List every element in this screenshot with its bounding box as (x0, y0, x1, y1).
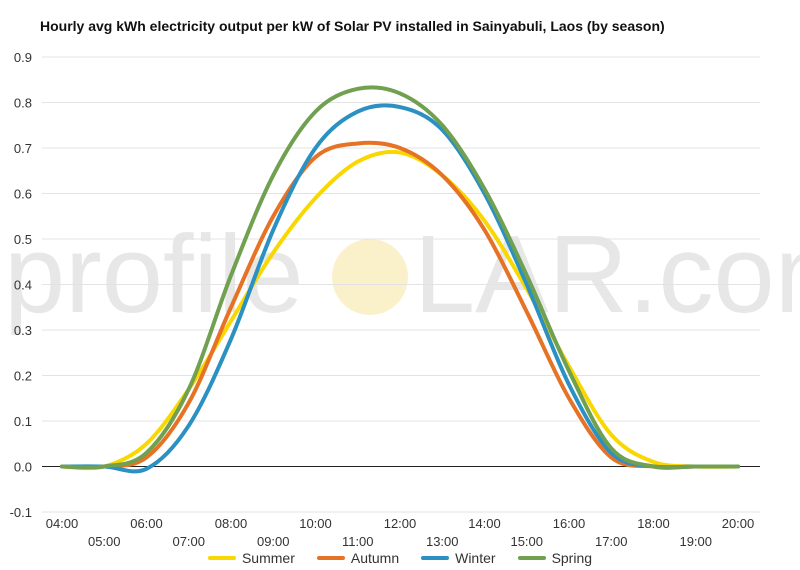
x-axis-ticks: 04:00 06:00 08:00 10:00 12:00 14:00 16:00 18:00… (46, 516, 755, 549)
x-tick-label: 11:00 (342, 534, 374, 549)
x-tick-label: 08:00 (215, 516, 248, 531)
x-tick-label: 20:00 (722, 516, 755, 531)
x-tick-label: 19:00 (679, 534, 712, 549)
x-tick-label: 15:00 (510, 534, 543, 549)
x-tick-label: 13:00 (426, 534, 459, 549)
x-tick-label: 04:00 (46, 516, 79, 531)
x-tick-label: 17:00 (595, 534, 628, 549)
x-tick-label: 16:00 (553, 516, 586, 531)
y-tick-label: -0.1 (10, 505, 32, 520)
x-tick-label: 10:00 (299, 516, 332, 531)
series-line-autumn (60, 140, 740, 470)
legend-label-spring: Spring (551, 550, 593, 566)
x-tick-label: 12:00 (384, 516, 417, 531)
y-tick-label: 0.4 (14, 278, 32, 293)
legend-swatch-spring (517, 556, 546, 560)
x-tick-label: 14:00 (468, 516, 501, 531)
series-line-winter (60, 103, 740, 474)
chart-title: Hourly avg kWh electricity output per kW… (40, 18, 665, 34)
series-lines (60, 85, 740, 474)
legend-item-summer[interactable]: Summer (207, 549, 295, 567)
grid (42, 56, 760, 513)
series-line-summer (60, 149, 740, 471)
y-tick-label: 0.6 (14, 187, 32, 202)
legend-label-autumn: Autumn (350, 550, 400, 566)
legend-item-autumn[interactable]: Autumn (316, 549, 400, 567)
y-tick-label: 0.9 (14, 50, 32, 65)
y-tick-label: 0.1 (14, 414, 32, 429)
y-tick-label: 0.8 (14, 96, 32, 111)
y-tick-label: 0.3 (14, 323, 32, 338)
legend-swatch-summer (207, 556, 236, 560)
y-tick-label: 0.7 (14, 141, 32, 156)
legend-label-winter: Winter (455, 550, 496, 566)
y-tick-label: 0.2 (14, 369, 32, 384)
y-axis-ticks: -0.1 0.0 0.1 0.2 0.3 0.4 0.5 0.6 0.7 0.8 0.9 (10, 50, 32, 520)
legend: Summer Autumn Winter Spring (0, 549, 800, 567)
legend-swatch-autumn (316, 556, 345, 560)
x-tick-label: 06:00 (130, 516, 163, 531)
x-tick-label: 09:00 (257, 534, 290, 549)
legend-label-summer: Summer (241, 550, 295, 566)
x-tick-label: 05:00 (88, 534, 121, 549)
x-tick-label: 18:00 (637, 516, 670, 531)
watermark-text-right: LAR.com (414, 213, 800, 336)
y-tick-label: 0.0 (14, 460, 32, 475)
series-line-spring (60, 85, 740, 470)
watermark: profile LAR.com (4, 213, 800, 336)
watermark-sun-icon (332, 239, 408, 315)
y-tick-label: 0.5 (14, 232, 32, 247)
x-tick-label: 07:00 (172, 534, 205, 549)
legend-item-winter[interactable]: Winter (421, 549, 496, 567)
legend-item-spring[interactable]: Spring (517, 549, 593, 567)
legend-swatch-winter (421, 556, 450, 560)
